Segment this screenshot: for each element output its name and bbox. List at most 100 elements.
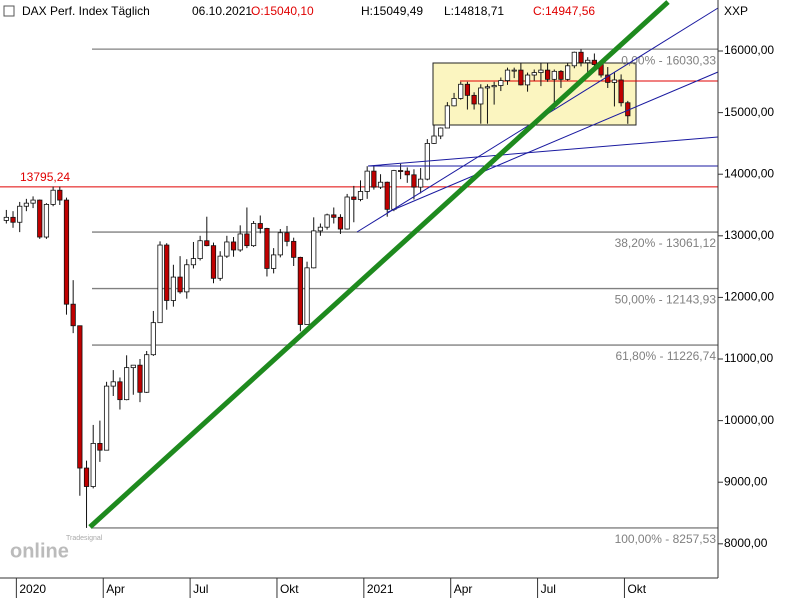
candle-body [571,51,577,67]
candle-body [337,216,344,230]
candle-body [591,59,597,65]
candle-body [184,264,190,293]
candle-body [444,105,450,129]
candle-body [311,230,317,269]
candle-body [57,189,63,201]
candle-body [37,199,43,238]
chart-title: DAX Perf. Index Täglich [22,4,150,18]
candle-body [3,216,9,221]
fib-label: 100,00% - 8257,53 [615,532,717,546]
candle-body [17,205,23,223]
candle-body [204,240,210,247]
quote-close: C:14947,56 [533,4,595,18]
candle-body [478,87,484,105]
candle-body [618,79,624,104]
x-tick-label: Okt [280,582,299,596]
candle-body [458,83,464,99]
candle-body [317,226,324,232]
candle-body [611,79,618,83]
candle-body [90,443,96,487]
x-tick-label: 2020 [19,582,46,596]
candle-body [137,364,143,393]
candle-body [578,51,584,64]
candle-body [605,74,611,83]
trend-line [387,71,719,213]
candle-body [371,170,377,188]
candle-body [103,385,110,451]
candle-body [531,72,537,76]
candle-body [237,233,243,251]
checkbox[interactable] [3,5,15,17]
y-tick-label: 13000,00 [724,228,774,242]
candle-body [230,241,237,251]
candle-body [217,255,223,279]
candle-body [411,174,417,188]
candle-body [177,276,183,293]
candle-body [224,241,230,257]
candle-body [384,181,390,210]
candle-body [117,381,123,401]
x-tick-label: Jul [193,582,208,596]
candle-body [331,214,337,218]
x-tick-label: Apr [454,582,473,596]
resistance-label: 13795,24 [20,170,70,184]
candle-body [464,83,471,96]
candle-body [277,232,283,256]
fib-label: 38,20% - 13061,12 [615,236,717,250]
candle-body [565,65,571,80]
candle-body [197,240,203,260]
candle-body [83,467,90,487]
candle-body [538,69,544,73]
candles [3,49,631,528]
candle-body [498,80,504,86]
candle-body [391,170,397,210]
candle-body [357,191,364,200]
candle-body [291,240,297,258]
candle-body [257,223,263,229]
candle-body [50,189,56,205]
candle-body [77,325,83,469]
candle-body [451,98,457,107]
y-tick-label: 16000,00 [724,43,774,57]
candle-body [377,181,384,188]
candle-body [431,135,437,144]
candle-body [364,170,370,192]
candle-body [344,196,350,230]
candle-body [484,86,491,89]
candle-body [63,199,70,305]
x-tick-label: Jul [541,582,556,596]
candle-body [297,256,303,325]
watermark-small: Tradesignal [66,535,103,542]
candle-body [511,69,517,72]
fib-label: 0,00% - 16030,33 [621,53,716,67]
candle-body [110,381,116,387]
candle-body [397,170,404,172]
candle-body [164,244,170,301]
candle-body [150,322,156,356]
candle-body [97,443,103,451]
quote-high: H:15049,49 [361,4,423,18]
candle-body [545,69,551,80]
candle-body [558,70,564,80]
y-tick-label: 15000,00 [724,105,774,119]
candle-body [170,276,176,301]
trend-line [367,136,719,167]
y-axis-label: XXP [724,4,748,18]
candle-body [504,69,511,81]
candle-body [518,69,524,86]
candle-body [284,232,290,242]
candle-body [351,196,357,200]
candle-body [404,170,410,176]
candle-body [144,354,150,393]
trend-line-green [88,0,670,529]
candle-body [438,127,444,137]
candle-body [124,367,130,401]
axis-layer: 8000,00 9000,00 10000,00 11000,00 12000,00 13… [15,43,774,598]
candle-body [190,258,197,266]
candle-body [585,59,591,64]
candle-body [250,223,257,247]
x-tick-label: Apr [106,582,125,596]
quote-open: O:15040,10 [251,4,314,18]
